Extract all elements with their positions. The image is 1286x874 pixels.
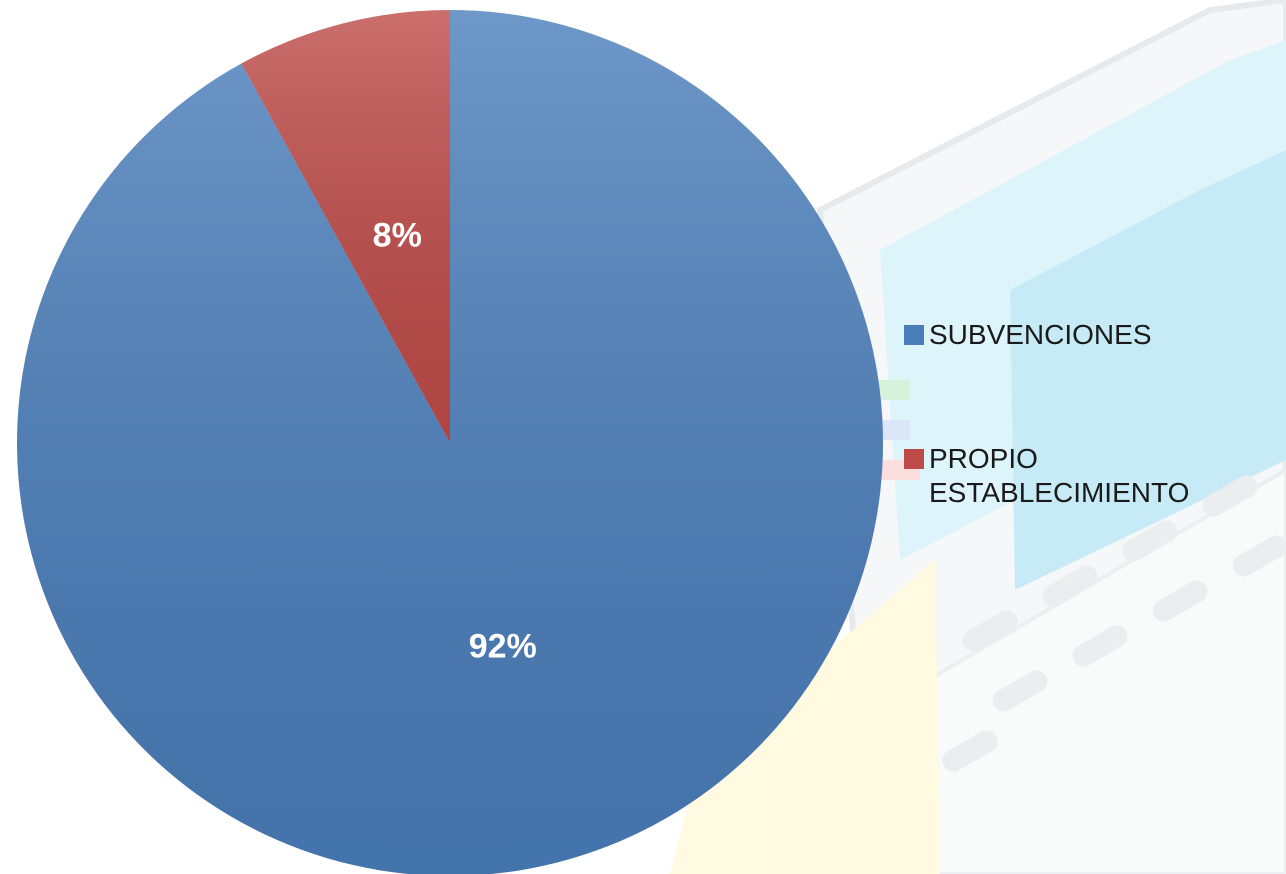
legend-label: SUBVENCIONES xyxy=(929,318,1286,352)
slice-label: 92% xyxy=(469,627,537,665)
legend-item: SUBVENCIONES xyxy=(904,318,1286,352)
legend-item: PROPIO ESTABLECIMIENTO xyxy=(904,442,1286,510)
slice-label: 8% xyxy=(373,216,422,254)
legend-swatch xyxy=(904,449,924,469)
chart: 92% 8% xyxy=(0,0,1286,874)
page: 92% 8% SUBVENCIONES PROPIO ESTABLECIMIENTO xyxy=(0,0,1286,874)
legend-label: PROPIO ESTABLECIMIENTO xyxy=(929,442,1286,510)
legend-swatch xyxy=(904,325,924,345)
pie: 92% 8% xyxy=(17,10,883,874)
